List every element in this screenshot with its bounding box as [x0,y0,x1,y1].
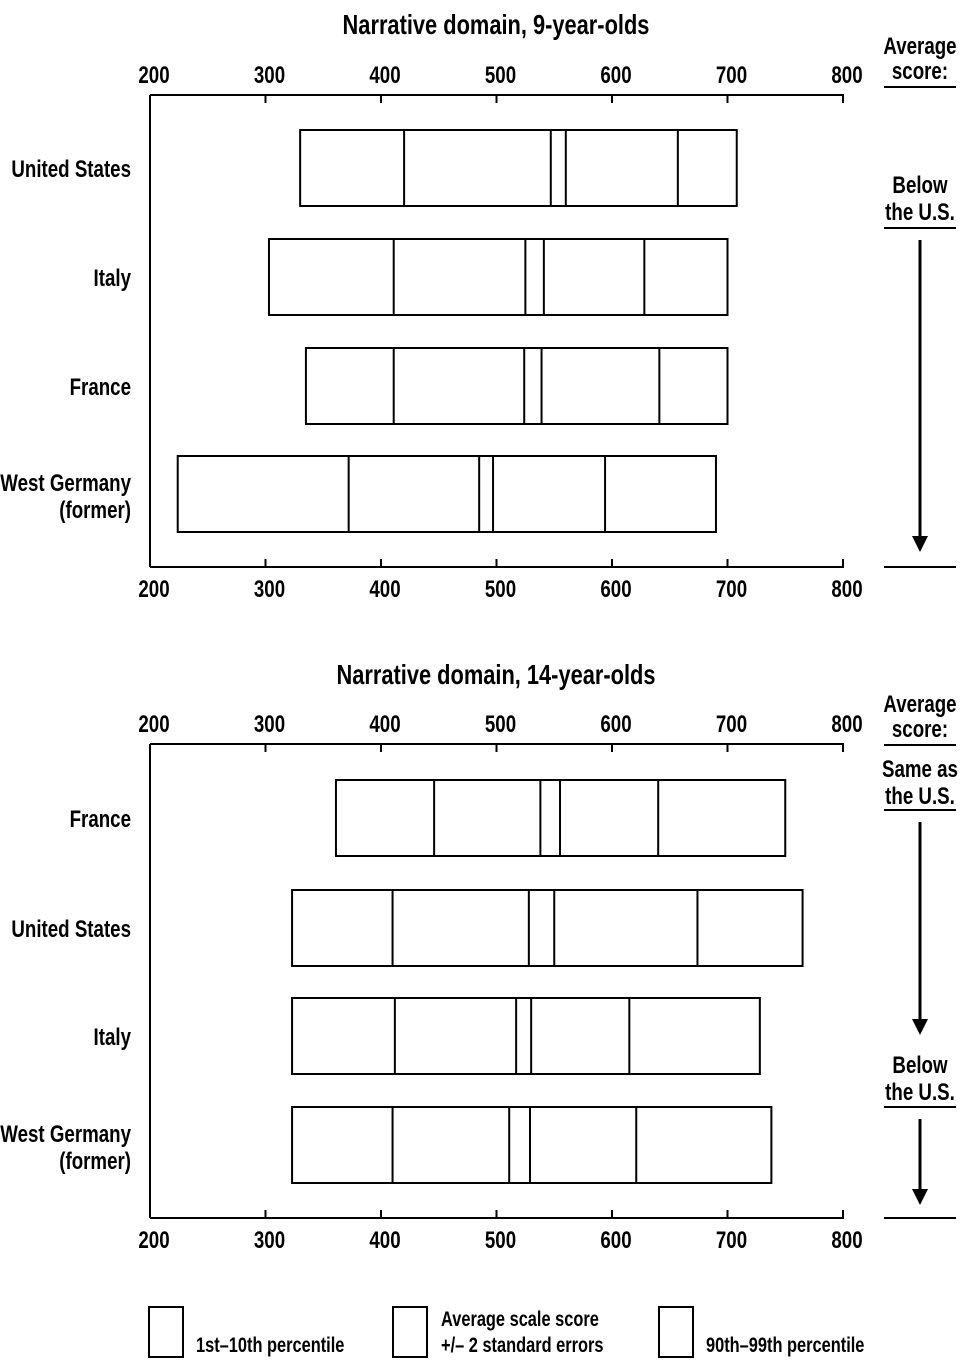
bottom-tick-label: 500 [485,1227,516,1254]
figure: Narrative domain, 9-year-olds 200 200 300 30… [0,9,958,1253]
country-label: (former) [59,497,131,524]
group-label: the U.S. [885,1079,955,1106]
country-label: France [70,374,131,401]
top-tick-label: 300 [254,62,285,89]
country-label: United States [11,916,131,943]
legend-label-average-line1: Average scale score [441,1308,599,1331]
group-arrow-head [912,1019,928,1035]
top-tick-label: 700 [716,711,747,738]
legend: 1st–10th percentile Average scale score … [0,1300,961,1365]
bottom-tick-label: 200 [138,1227,169,1254]
country-row: France [70,347,729,425]
top-tick-label: 700 [716,62,747,89]
country-row: West Germany(former) [0,1106,773,1184]
country-row: United States [11,889,804,967]
group-label: Same as [882,756,958,783]
top-tick-label: 800 [831,62,862,89]
top-tick-label: 300 [254,711,285,738]
top-tick-label: 200 [138,62,169,89]
country-row: Italy [94,997,761,1075]
legend-swatch-p1-p10 [148,1306,184,1358]
country-label: France [70,806,131,833]
percentile-bar [176,455,717,533]
legend-swatch-average [392,1306,428,1358]
bottom-tick-label: 700 [716,576,747,603]
country-row: West Germany(former) [0,455,717,533]
legend-label-p1-p10: 1st–10th percentile [196,1334,345,1357]
chart-title: Narrative domain, 14-year-olds [336,659,655,690]
top-tick-label: 200 [138,711,169,738]
side-header: score: [892,716,948,743]
country-label: Italy [94,1024,131,1051]
percentile-bar [267,238,729,316]
bottom-tick-label: 400 [369,576,400,603]
bottom-tick-label: 500 [485,576,516,603]
country-label: United States [11,156,131,183]
top-tick-label: 600 [600,711,631,738]
legend-label-p90-p99: 90th–99th percentile [706,1334,865,1357]
panel-2: Narrative domain, 14-year-olds 200 200 300 3… [0,659,958,1253]
country-row: Italy [94,238,729,316]
percentile-bar [299,129,738,207]
top-tick-label: 600 [600,62,631,89]
top-tick-label: 500 [485,62,516,89]
top-tick-label: 800 [831,711,862,738]
bottom-tick-label: 600 [600,576,631,603]
chart-title: Narrative domain, 9-year-olds [343,9,650,40]
percentile-bar [291,1106,773,1184]
country-label: West Germany [0,470,131,497]
country-row: France [70,779,787,857]
bottom-tick-label: 200 [138,576,169,603]
side-header: Average [883,33,956,60]
group-label: Below [892,172,947,199]
group-label: the U.S. [885,199,955,226]
bottom-tick-label: 300 [254,576,285,603]
legend-swatch-p90-p99 [658,1306,694,1358]
country-label: (former) [59,1148,131,1175]
group-label: the U.S. [885,783,955,810]
panel-1: Narrative domain, 9-year-olds 200 200 300 30… [0,9,956,602]
percentile-bar [291,997,761,1075]
country-label: West Germany [0,1121,131,1148]
top-tick-label: 500 [485,711,516,738]
percentile-bar [291,889,804,967]
group-arrow-head [912,1189,928,1205]
country-row: United States [11,129,738,207]
top-tick-label: 400 [369,62,400,89]
side-header: Average [883,691,956,718]
side-header: score: [892,58,948,85]
percentile-bar [304,347,729,425]
bottom-tick-label: 600 [600,1227,631,1254]
top-tick-label: 400 [369,711,400,738]
bottom-tick-label: 400 [369,1227,400,1254]
group-arrow-head [912,536,928,552]
bottom-tick-label: 800 [831,1227,862,1254]
bottom-tick-label: 700 [716,1227,747,1254]
group-label: Below [892,1052,947,1079]
bottom-tick-label: 800 [831,576,862,603]
legend-label-average-line2: +/– 2 standard errors [441,1334,604,1357]
bottom-tick-label: 300 [254,1227,285,1254]
country-label: Italy [94,265,131,292]
